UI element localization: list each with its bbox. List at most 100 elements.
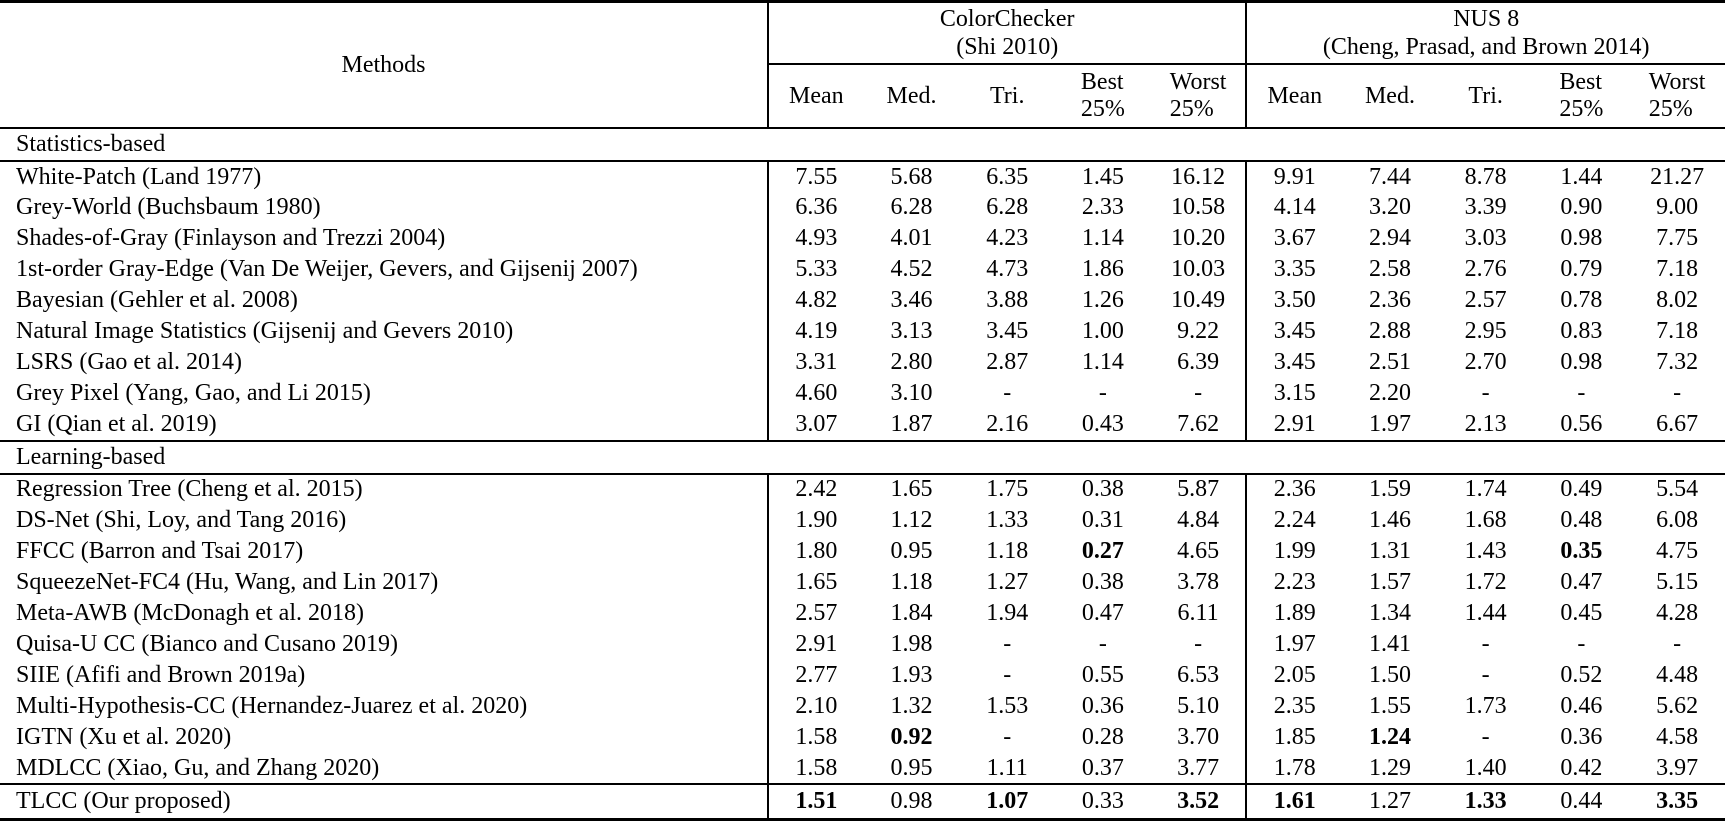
method-cell: SqueezeNet-FC4 (Hu, Wang, and Lin 2017)	[16, 568, 439, 595]
table-row: Shades-of-Gray (Finlayson and Trezzi 200…	[0, 223, 1725, 255]
value-cell: 2.24	[1245, 504, 1343, 536]
value-cell: 2.36	[1368, 287, 1411, 314]
value-cell: 1.45	[1081, 163, 1124, 190]
value-cell: 3.39	[1464, 194, 1507, 221]
value-cell: 0.98	[1560, 349, 1603, 376]
value-cell: 16.12	[1171, 163, 1226, 190]
value-cell: -	[1003, 380, 1012, 407]
value-cell: 6.08	[1656, 506, 1699, 533]
method-cell: Quisa-U CC (Bianco and Cusano 2019)	[16, 630, 398, 657]
value-cell: 1.73	[1464, 693, 1507, 720]
table-row: FFCC (Barron and Tsai 2017) 1.80 0.95 1.18 0…	[0, 535, 1725, 567]
value-cell: 2.94	[1368, 225, 1411, 252]
group-title-nus8: NUS 8	[1453, 5, 1520, 32]
metric-header-label: Tri.	[1468, 82, 1503, 109]
value-cell: 1.99	[1245, 535, 1343, 567]
value-cell: 10.49	[1171, 287, 1226, 314]
value-cell: 3.88	[986, 287, 1029, 314]
value-cell: 1.86	[1081, 256, 1124, 283]
value-cell: 1.57	[1368, 568, 1411, 595]
value-cell: 4.84	[1177, 506, 1220, 533]
table-row: DS-Net (Shi, Loy, and Tang 2016) 1.90 1.12…	[0, 504, 1725, 536]
value-cell: 1.34	[1368, 599, 1411, 626]
value-cell: 2.36	[1245, 473, 1343, 505]
value-cell: 1.90	[767, 504, 864, 536]
value-cell: 1.74	[1464, 476, 1507, 503]
value-cell: 1.65	[890, 476, 933, 503]
value-cell: -	[1003, 724, 1012, 751]
value-cell: 0.46	[1560, 693, 1603, 720]
value-cell: -	[1481, 661, 1490, 688]
value-cell: 0.43	[1081, 411, 1124, 438]
value-cell: 0.79	[1560, 256, 1603, 283]
group-header-nus8: NUS 8 (Cheng, Prasad, and Brown 2014)	[1245, 1, 1725, 65]
value-cell: 0.95	[890, 537, 933, 564]
method-cell: Natural Image Statistics (Gijsenij and G…	[16, 318, 514, 345]
table-row: Meta-AWB (McDonagh et al. 2018) 2.57 1.84 1…	[0, 597, 1725, 629]
method-cell: Grey-World (Buchsbaum 1980)	[16, 194, 321, 221]
value-cell: 1.18	[890, 568, 933, 595]
value-cell: 1.33	[1437, 783, 1534, 820]
value-cell: 8.78	[1464, 163, 1507, 190]
value-cell: 1.97	[1245, 628, 1343, 660]
value-cell: 7.18	[1656, 256, 1699, 283]
method-cell: Regression Tree (Cheng et al. 2015)	[16, 476, 363, 503]
method-cell: DS-Net (Shi, Loy, and Tang 2016)	[16, 506, 347, 533]
value-cell: 0.95	[890, 754, 933, 781]
value-cell: 2.13	[1464, 411, 1507, 438]
group-title-colorchecker: ColorChecker	[939, 5, 1075, 32]
metric-header-nus-worst25: Worst 25%	[1629, 64, 1725, 129]
value-cell: 4.60	[767, 378, 864, 410]
value-cell: 0.38	[1081, 568, 1124, 595]
value-cell: 1.29	[1368, 754, 1411, 781]
value-cell: 2.16	[986, 411, 1029, 438]
value-cell: 1.24	[1368, 724, 1411, 751]
value-cell: 0.35	[1560, 537, 1603, 564]
value-cell: 2.57	[767, 597, 864, 629]
value-cell: 0.47	[1081, 599, 1124, 626]
value-cell: 7.62	[1177, 411, 1220, 438]
value-cell: 4.23	[986, 225, 1029, 252]
value-cell: 1.12	[890, 506, 933, 533]
value-cell: 0.52	[1560, 661, 1603, 688]
value-cell: 7.44	[1368, 163, 1411, 190]
value-cell: 0.44	[1533, 783, 1630, 820]
value-cell: -	[1481, 630, 1490, 657]
value-cell: 2.77	[767, 659, 864, 691]
value-cell: 9.91	[1245, 161, 1343, 193]
table-row: SqueezeNet-FC4 (Hu, Wang, and Lin 2017) 1…	[0, 566, 1725, 598]
method-cell: MDLCC (Xiao, Gu, and Zhang 2020)	[16, 754, 380, 781]
value-cell: 1.31	[1368, 537, 1411, 564]
value-cell: 1.14	[1081, 225, 1124, 252]
value-cell: 3.97	[1656, 754, 1699, 781]
value-cell: 1.59	[1368, 476, 1411, 503]
value-cell: 2.80	[890, 349, 933, 376]
value-cell: -	[1098, 630, 1107, 657]
value-cell: 2.58	[1368, 256, 1411, 283]
value-cell: 5.54	[1656, 476, 1699, 503]
section-header-row: Learning-based	[0, 439, 1725, 475]
value-cell: 3.13	[890, 318, 933, 345]
value-cell: 7.75	[1656, 225, 1699, 252]
value-cell: 1.18	[986, 537, 1029, 564]
value-cell: 1.00	[1081, 318, 1124, 345]
metric-header-cc-best25: Best 25%	[1055, 64, 1151, 129]
method-cell: 1st-order Gray-Edge (Van De Weijer, Geve…	[16, 256, 638, 283]
method-cell: Bayesian (Gehler et al. 2008)	[16, 287, 298, 314]
table-row: GI (Qian et al. 2019) 3.07 1.87 2.16 0.43 7.6…	[0, 409, 1725, 441]
method-cell: Grey Pixel (Yang, Gao, and Li 2015)	[16, 380, 371, 407]
value-cell: 1.58	[767, 753, 864, 785]
value-cell: 6.11	[1177, 599, 1219, 626]
metric-header-label: Mean	[1267, 82, 1323, 109]
value-cell: 0.33	[1055, 783, 1151, 820]
table-row: White-Patch (Land 1977) 7.55 5.68 6.35 1.45 1…	[0, 161, 1725, 193]
value-cell: 2.20	[1368, 380, 1411, 407]
value-cell: 4.82	[767, 285, 864, 317]
value-cell: 1.40	[1464, 754, 1507, 781]
value-cell: 6.28	[890, 194, 933, 221]
value-cell: 1.41	[1368, 630, 1411, 657]
value-cell: -	[1098, 380, 1107, 407]
value-cell: 0.55	[1081, 661, 1124, 688]
value-cell: 1.26	[1081, 287, 1124, 314]
method-cell: LSRS (Gao et al. 2014)	[16, 349, 242, 376]
